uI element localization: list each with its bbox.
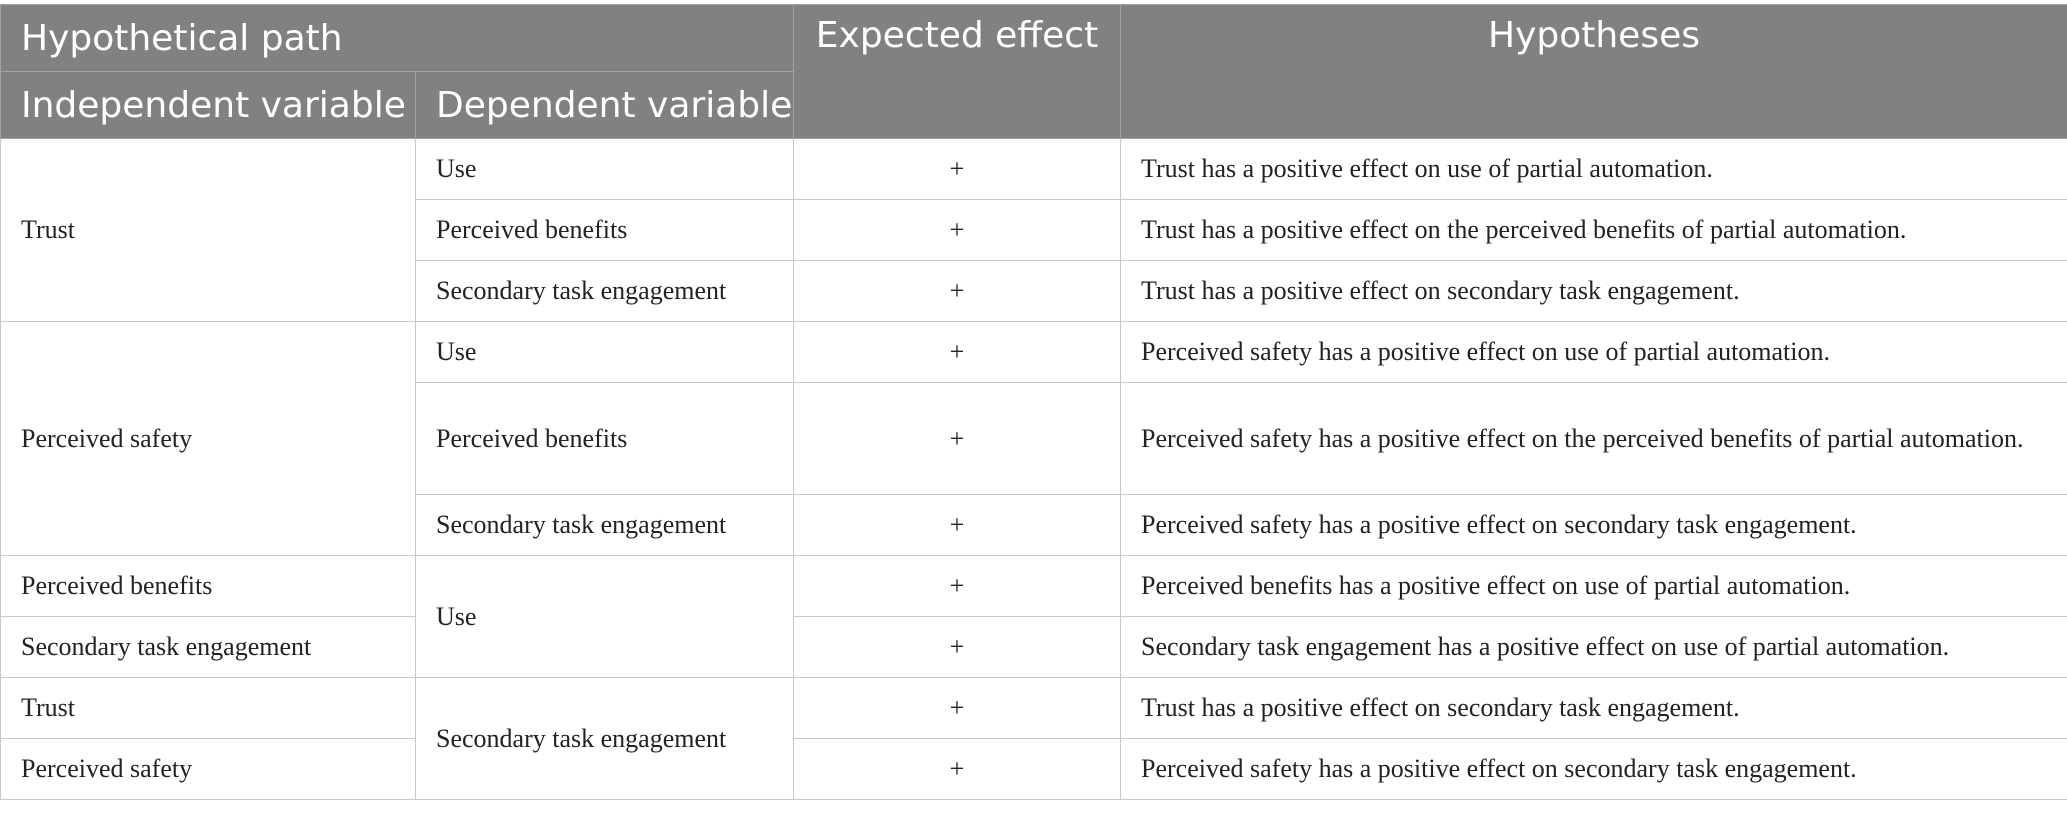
hypothesis-cell: Secondary task engagement has a positive… — [1120, 616, 2067, 678]
table-row: Trust Secondary task engagement + Trust … — [0, 677, 2067, 800]
dependent-cell: Use — [415, 321, 794, 383]
independent-cell: Trust — [0, 677, 416, 739]
dependent-cell: Secondary task engagement — [415, 677, 794, 800]
dependent-cell: Secondary task engagement — [415, 260, 794, 322]
effect-cell: + — [793, 555, 1121, 617]
header-row-2: Independent variable Dependent variable — [0, 71, 2067, 139]
independent-cell: Perceived safety — [0, 738, 416, 800]
hypothesis-cell: Perceived safety has a positive effect o… — [1120, 321, 2067, 383]
effect-cell: + — [793, 260, 1121, 322]
dependent-cell: Use — [415, 138, 794, 200]
dependent-variable-header: Dependent variable — [415, 71, 794, 139]
dependent-cell: Secondary task engagement — [415, 494, 794, 556]
independent-cell: Secondary task engagement — [0, 616, 416, 678]
independent-variable-header: Independent variable — [0, 71, 416, 139]
hypothesis-cell: Trust has a positive effect on use of pa… — [1120, 138, 2067, 200]
effect-cell: + — [793, 738, 1121, 800]
table-row: Perceived safety + Perceived safety has … — [0, 738, 2067, 800]
effect-cell: + — [793, 199, 1121, 261]
effect-cell: + — [793, 677, 1121, 739]
dependent-cell: Use — [415, 555, 794, 678]
hypotheses-table: Hypothetical path Expected effect Hypoth… — [0, 4, 2067, 800]
effect-cell: + — [793, 382, 1121, 495]
table-row: Secondary task engagement + Trust has a … — [1, 260, 2067, 322]
hypothetical-path-header: Hypothetical path — [0, 4, 794, 72]
hypothesis-cell: Trust has a positive effect on secondary… — [1120, 677, 2067, 739]
effect-cell: + — [793, 494, 1121, 556]
effect-cell: + — [793, 138, 1121, 200]
hypotheses-header: Hypotheses — [1120, 4, 2067, 139]
hypothesis-cell: Trust has a positive effect on the perce… — [1120, 199, 2067, 261]
independent-cell: Trust — [0, 138, 416, 322]
hypothesis-cell: Perceived safety has a positive effect o… — [1120, 382, 2067, 495]
table-row: Perceived safety Use + Perceived safety … — [0, 321, 2067, 556]
table-row: Perceived benefits Use + Perceived benef… — [0, 555, 2067, 678]
hypothesis-cell: Perceived benefits has a positive effect… — [1120, 555, 2067, 617]
hypothesis-cell: Perceived safety has a positive effect o… — [1120, 494, 2067, 556]
effect-cell: + — [793, 321, 1121, 383]
table-row: Perceived benefits + Trust has a positiv… — [1, 199, 2067, 261]
independent-cell: Perceived benefits — [0, 555, 416, 617]
dependent-cell: Perceived benefits — [415, 199, 794, 261]
header-row-1: Hypothetical path Expected effect Hypoth… — [0, 4, 2067, 139]
dependent-cell: Perceived benefits — [415, 382, 794, 495]
table-row: Perceived benefits + Perceived safety ha… — [1, 382, 2067, 495]
effect-cell: + — [793, 616, 1121, 678]
expected-effect-header: Expected effect — [793, 4, 1121, 139]
hypothesis-cell: Perceived safety has a positive effect o… — [1120, 738, 2067, 800]
hypothesis-cell: Trust has a positive effect on secondary… — [1120, 260, 2067, 322]
table-row: Trust Use + Trust has a positive effect … — [0, 138, 2067, 322]
table-row: Secondary task engagement + Secondary ta… — [0, 616, 2067, 678]
independent-cell: Perceived safety — [0, 321, 416, 556]
